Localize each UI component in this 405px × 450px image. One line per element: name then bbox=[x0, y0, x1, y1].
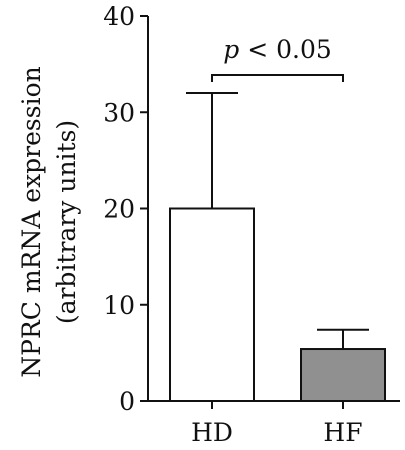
significance-annotation: p < 0.05 bbox=[211, 35, 344, 82]
x-axis bbox=[148, 400, 400, 409]
y-axis-title-line2: (arbitrary units) bbox=[52, 120, 81, 324]
significance-bracket bbox=[211, 74, 344, 82]
y-tick-label-2: 20 bbox=[103, 195, 135, 224]
y-tick-label-3: 30 bbox=[103, 98, 135, 127]
x-tick-labels: HD HF bbox=[191, 418, 363, 447]
y-axis-title: NPRC mRNA expression (arbitrary units) bbox=[17, 66, 81, 377]
x-tick-label-hd: HD bbox=[191, 418, 233, 447]
p-threshold: < 0.05 bbox=[239, 35, 332, 64]
bar-hd bbox=[169, 207, 255, 402]
bars bbox=[169, 207, 386, 402]
p-symbol: p bbox=[223, 35, 239, 64]
p-value-label: p < 0.05 bbox=[223, 35, 332, 64]
y-axis: 0 10 20 30 40 bbox=[103, 2, 149, 416]
y-tick-label-4: 40 bbox=[103, 2, 135, 31]
x-tick-label-hf: HF bbox=[323, 418, 362, 447]
y-tick-label-0: 0 bbox=[119, 387, 135, 416]
y-axis-title-line1: NPRC mRNA expression bbox=[17, 66, 46, 377]
y-tick-label-1: 10 bbox=[103, 291, 135, 320]
bar-hf bbox=[300, 348, 386, 402]
error-bars bbox=[186, 92, 369, 350]
